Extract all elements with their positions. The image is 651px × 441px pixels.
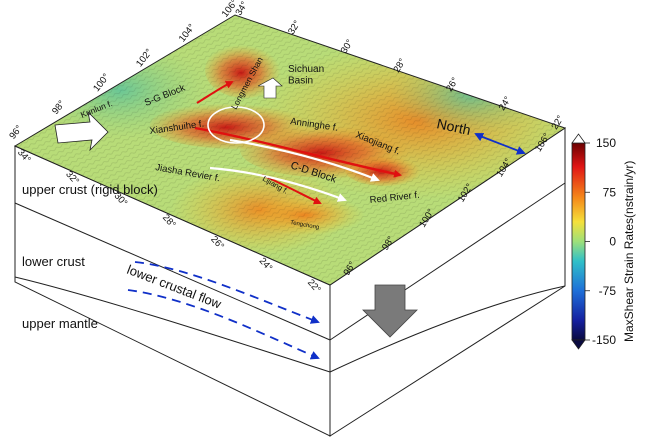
label-sichuan-basin: Sichuan Basin xyxy=(288,64,324,87)
label-lower-crust: lower crust xyxy=(22,254,85,269)
xianshuihe-ellipse xyxy=(207,106,265,144)
colorbar-tick-label: -150 xyxy=(592,333,616,347)
map-top-edge xyxy=(13,14,567,286)
flow-arrow-lower xyxy=(127,289,320,360)
label-upper-crust: upper crust (rigid block) xyxy=(22,182,158,197)
colorbar-title: MaxShear Strain Rates(nstrain/yr) xyxy=(622,161,636,342)
lon-tick-back: 98° xyxy=(50,98,68,116)
colorbar-tick-label: 75 xyxy=(603,185,617,199)
colorbar-tick-label: 0 xyxy=(609,235,616,249)
colorbar-tick-label: -75 xyxy=(599,284,617,298)
sichuan-basin-resistance-arrow xyxy=(257,77,283,99)
white-arrow-jiasha xyxy=(209,166,347,202)
colorbar-bottom-cap xyxy=(571,339,586,350)
north-arrow xyxy=(474,133,526,155)
flow-arrow-upper xyxy=(134,261,320,324)
white-arrow-cd-block xyxy=(229,138,380,182)
label-north: North xyxy=(435,115,472,138)
colorbar-tick-label: 150 xyxy=(596,136,616,150)
label-tengchong: Tengchong xyxy=(290,220,320,231)
eastward-push-arrow xyxy=(54,110,109,152)
right-lower-boundary xyxy=(329,285,566,373)
downward-arrow xyxy=(362,284,418,338)
red-arrow-sg-block xyxy=(196,81,234,104)
lon-tick-back: 96° xyxy=(7,123,25,141)
colorbar xyxy=(571,142,586,341)
red-arrow-xianshuihe xyxy=(194,126,402,178)
label-upper-mantle: upper mantle xyxy=(22,316,98,331)
colorbar-top-cap xyxy=(571,133,586,144)
upper-crust-boundary xyxy=(14,202,331,341)
label-red-river-fault: Red River f. xyxy=(369,190,420,206)
lower-crust-boundary xyxy=(14,276,331,373)
